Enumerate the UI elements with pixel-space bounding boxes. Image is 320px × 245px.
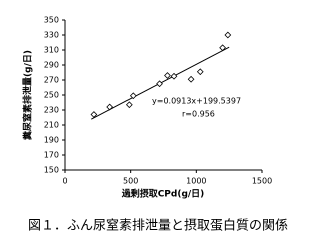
annotation: y=0.0913x+199.5397 — [152, 97, 241, 106]
y-tick-label: 190 — [44, 136, 59, 145]
point — [224, 31, 232, 39]
point — [164, 72, 171, 79]
y-tick-label: 230 — [44, 106, 59, 115]
y-tick-label: 150 — [44, 166, 59, 175]
annotation: r=0.956 — [182, 110, 215, 119]
point — [156, 80, 163, 88]
point — [170, 72, 178, 80]
point — [90, 111, 98, 118]
y-tick-label: 250 — [44, 91, 59, 100]
x-tick-label: 1500 — [252, 177, 272, 186]
point — [125, 101, 133, 109]
y-tick-label: 350 — [44, 16, 59, 25]
y-tick-label: 330 — [44, 31, 59, 40]
y-axis-label: 糞尿窒素排泄量(g/日) — [22, 50, 34, 141]
y-tick-label: 290 — [44, 61, 59, 70]
x-tick-label: 0 — [62, 177, 67, 186]
point — [129, 92, 137, 100]
y-tick-label: 210 — [44, 121, 59, 130]
x-tick-label: 500 — [123, 177, 138, 186]
point — [187, 75, 195, 83]
point — [196, 68, 204, 76]
y-tick-label: 170 — [44, 151, 59, 160]
y-tick-label: 270 — [44, 76, 59, 85]
x-axis-label: 過剰摂取CPd(g/日) — [121, 188, 205, 200]
y-tick-label: 310 — [44, 46, 59, 55]
point — [106, 103, 114, 111]
point — [219, 44, 226, 52]
x-tick-label: 1000 — [186, 177, 206, 186]
caption: 図１．ふん尿窒素排泄量と摂取蛋白質の関係 — [28, 218, 288, 234]
